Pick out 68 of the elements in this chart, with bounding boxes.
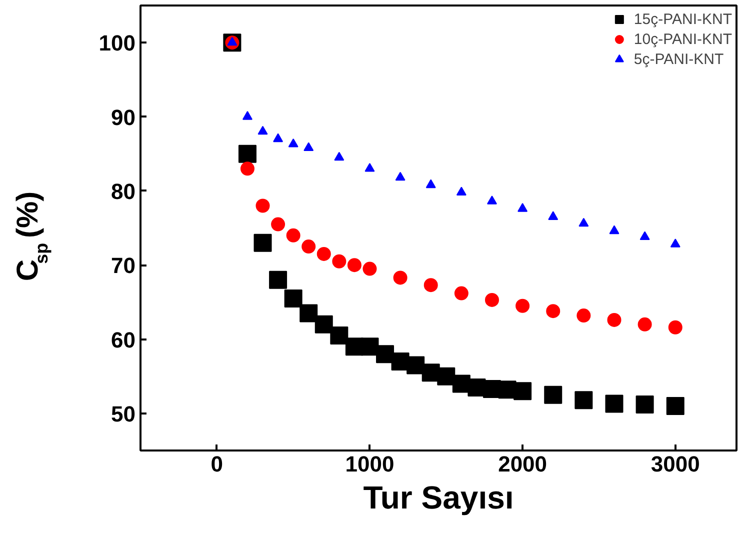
point [240,162,254,176]
point [314,315,333,334]
legend-label: 5ç-PANI-KNT [634,50,724,68]
y-tick-label: 80 [111,178,136,204]
point [578,218,589,227]
point [424,278,438,292]
legend-label: 10ç-PANI-KNT [634,30,732,48]
point [406,356,425,374]
point [546,304,560,318]
y-tick-label: 50 [111,401,136,426]
point [668,320,682,334]
point [364,162,375,172]
point [273,133,284,142]
point [576,308,591,323]
y-tick-label: 70 [111,253,136,278]
point [640,231,650,240]
point [288,138,298,148]
point [347,258,362,272]
x-tick-label: 3000 [650,452,700,476]
point [516,298,530,313]
point [670,238,680,248]
point [484,292,499,307]
point [548,211,558,220]
point [286,228,300,242]
point [636,396,654,414]
point [454,286,468,300]
point [376,345,394,364]
point [666,397,684,415]
point [605,394,624,413]
point [256,198,270,213]
point [395,172,406,181]
point [393,270,408,285]
point [518,203,528,212]
point [330,326,348,345]
point [456,186,466,196]
point [609,225,620,234]
legend-label: 15ç-PANI-KNT [634,10,732,28]
point [258,126,268,135]
point [242,111,252,120]
point [607,312,622,327]
point [486,196,497,204]
point [332,254,346,268]
y-tick-label: 90 [111,104,136,130]
point [238,144,256,163]
point [316,246,331,261]
x-tick-label: 2000 [498,452,548,476]
point [638,317,652,332]
point [360,338,379,356]
point [302,240,316,254]
point [304,142,314,151]
point [271,217,286,232]
point [437,367,456,386]
y-axis-title: Csp (%) [12,191,52,282]
point [254,234,272,252]
point [284,289,302,308]
y-tick-label: 60 [111,327,136,352]
x-axis-title: Tur Sayısı [363,480,514,516]
point [269,270,288,289]
point [574,391,593,410]
point [334,152,344,161]
point [300,304,318,322]
x-tick-label: 1000 [345,452,394,476]
y-tick-label: 100 [98,30,136,56]
point [544,386,562,404]
point [362,262,377,276]
point [514,382,532,400]
x-tick-label: 0 [210,452,224,476]
point [426,179,436,188]
